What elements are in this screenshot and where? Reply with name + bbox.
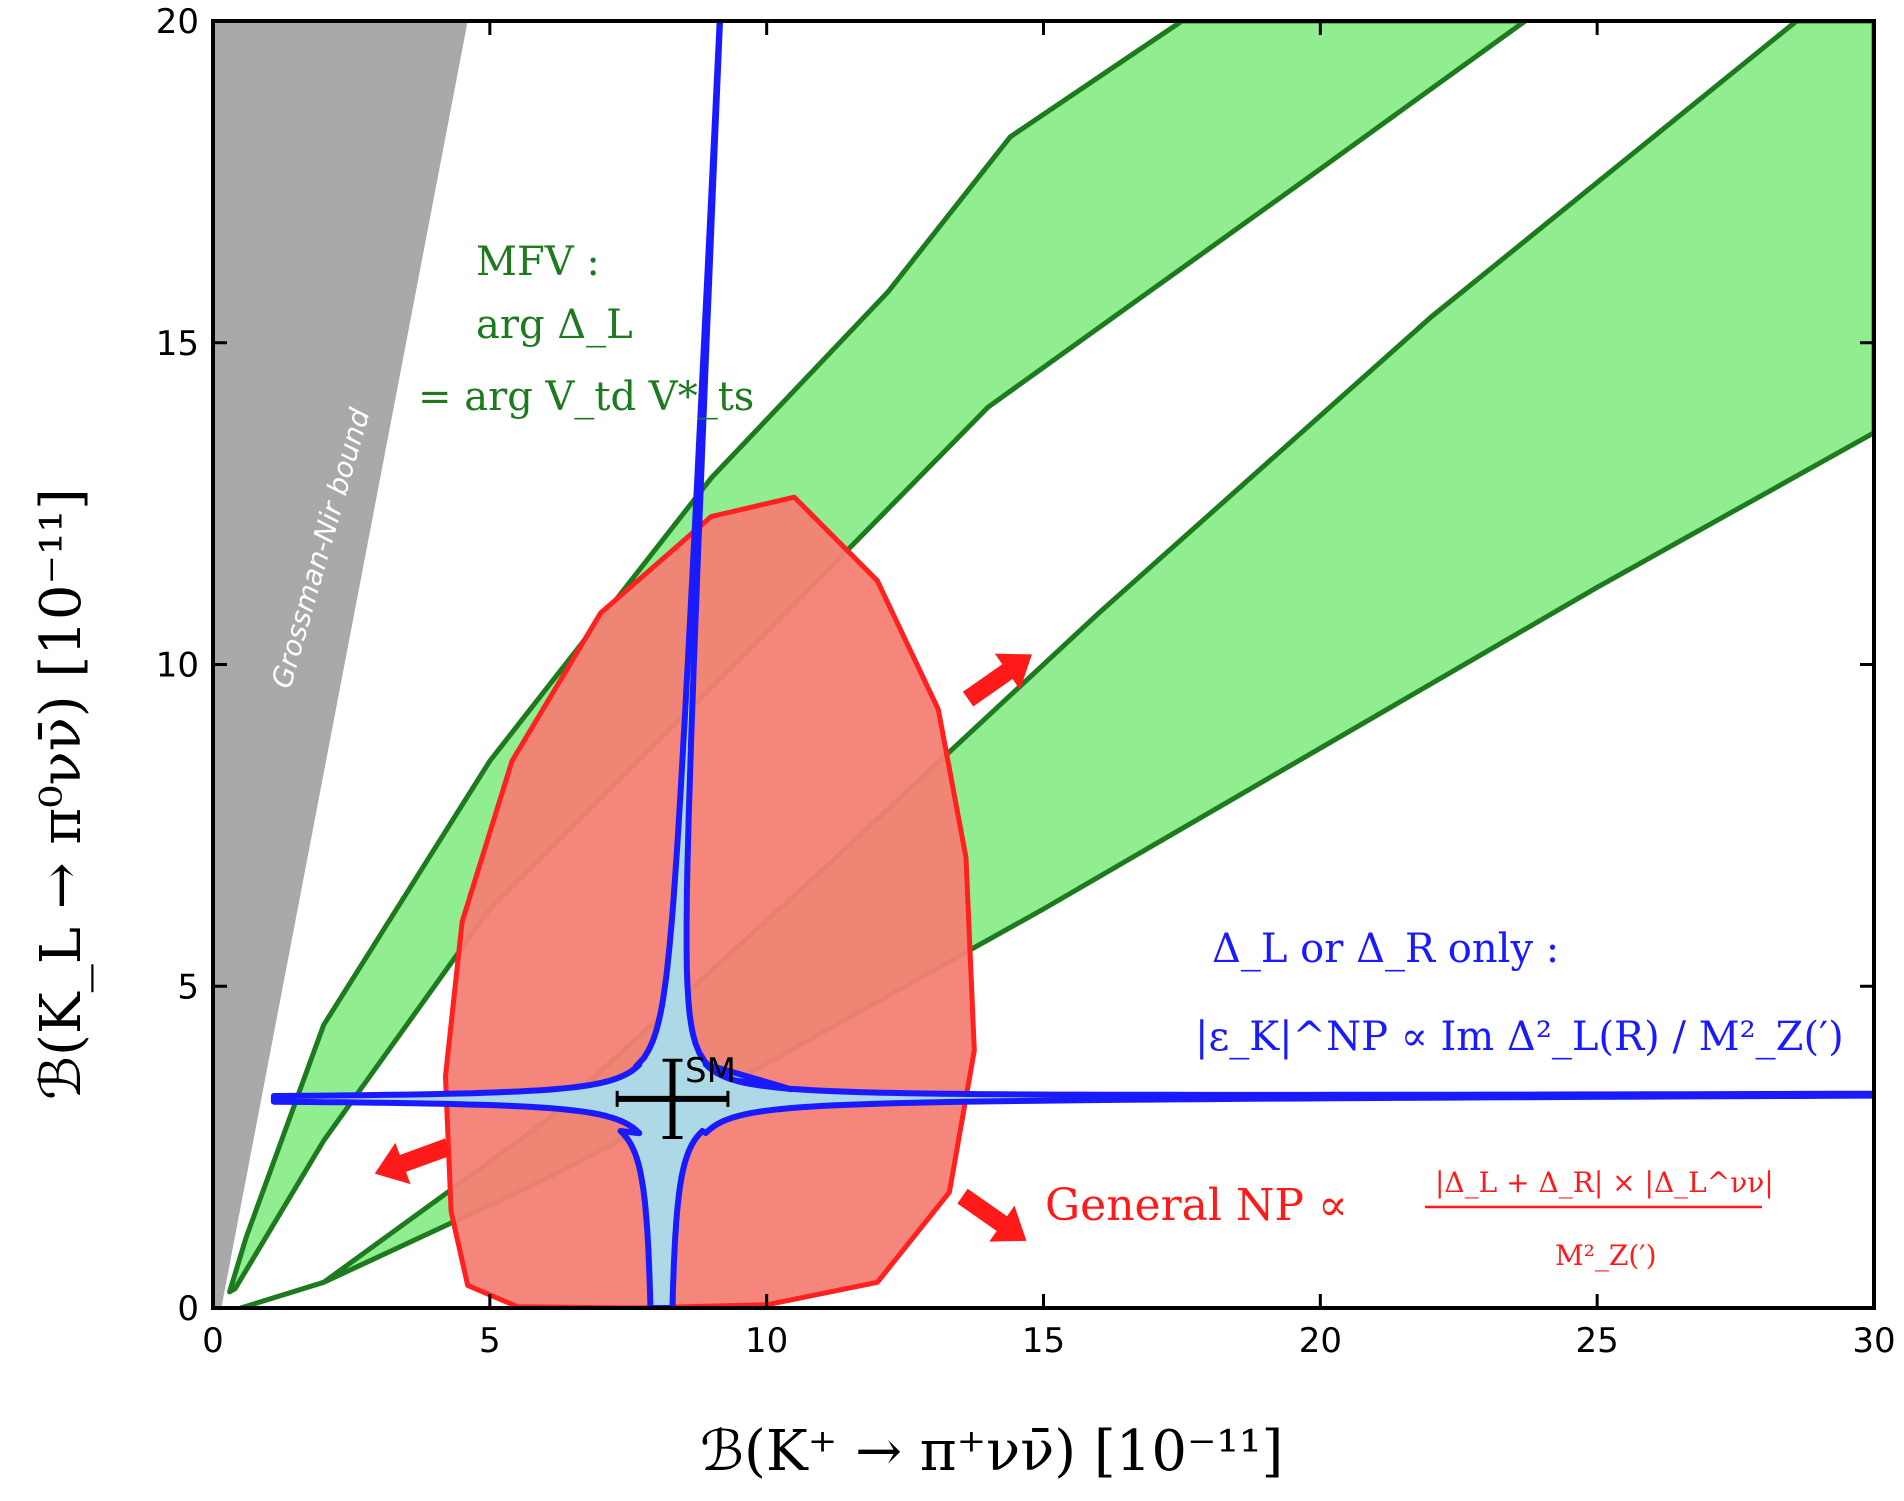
mfv-band-outer — [227, 21, 1528, 1295]
x-tick-label: 0 — [202, 1321, 224, 1361]
x-tick-label: 25 — [1576, 1321, 1619, 1361]
red-arrow — [962, 653, 1032, 707]
red-arrow-shape — [962, 653, 1032, 707]
x-tick-label: 15 — [1022, 1321, 1065, 1361]
x-tick-label: 10 — [745, 1321, 788, 1361]
mfv-annotation: MFV : arg Δ_L = arg V_td V*_ts — [418, 239, 754, 420]
tick-labels: 0 5 10 15 20 25 30 0 5 10 15 20 — [156, 2, 1896, 1361]
general-np-region — [443, 494, 977, 1308]
blue-delta-region — [270, 21, 1874, 1308]
red-arrow-shape — [374, 1138, 452, 1185]
mfv-line-2: arg Δ_L — [476, 302, 633, 348]
tick-marks — [211, 19, 1876, 1310]
plot-regions — [213, 21, 1874, 1308]
red-arrow-shape — [957, 1188, 1027, 1242]
y-tick-label: 0 — [177, 1289, 199, 1329]
plot-curves — [270, 21, 1874, 1308]
red-arrows — [374, 653, 1032, 1242]
red-numerator: |Δ_L + Δ_R| × |Δ_L^νν| — [1435, 1166, 1774, 1199]
y-tick-label: 5 — [177, 967, 199, 1007]
mfv-line-1: MFV : — [476, 239, 600, 285]
mfv-line-3: = arg V_td V*_ts — [418, 374, 754, 420]
x-tick-label: 5 — [479, 1321, 501, 1361]
red-arrow — [374, 1138, 452, 1185]
sm-label: SM — [685, 1051, 736, 1091]
red-denominator: M²_Z(′) — [1555, 1239, 1657, 1272]
red-arrow — [957, 1188, 1027, 1242]
blue-line-1: Δ_L or Δ_R only : — [1212, 926, 1559, 972]
blue-annotation: Δ_L or Δ_R only : |ε_K|^NP ∝ Im Δ²_L(R) … — [1195, 926, 1844, 1060]
y-tick-label: 10 — [156, 646, 199, 686]
sm-marker — [615, 1058, 730, 1139]
y-axis-label: ℬ(K_L → π⁰νν̄) [10⁻¹¹] — [29, 488, 94, 1100]
x-axis-label: ℬ(K⁺ → π⁺νν̄) [10⁻¹¹] — [700, 1419, 1283, 1484]
red-annotation: General NP ∝ |Δ_L + Δ_R| × |Δ_L^νν| M²_Z… — [1045, 1166, 1774, 1272]
blue-line-2: |ε_K|^NP ∝ Im Δ²_L(R) / M²_Z(′) — [1195, 1014, 1844, 1060]
y-tick-label: 15 — [156, 324, 199, 364]
y-tick-label: 20 — [156, 2, 199, 42]
x-tick-label: 20 — [1299, 1321, 1342, 1361]
red-main: General NP ∝ — [1045, 1180, 1348, 1231]
x-tick-label: 30 — [1852, 1321, 1895, 1361]
grossman-nir-region — [213, 21, 468, 1308]
